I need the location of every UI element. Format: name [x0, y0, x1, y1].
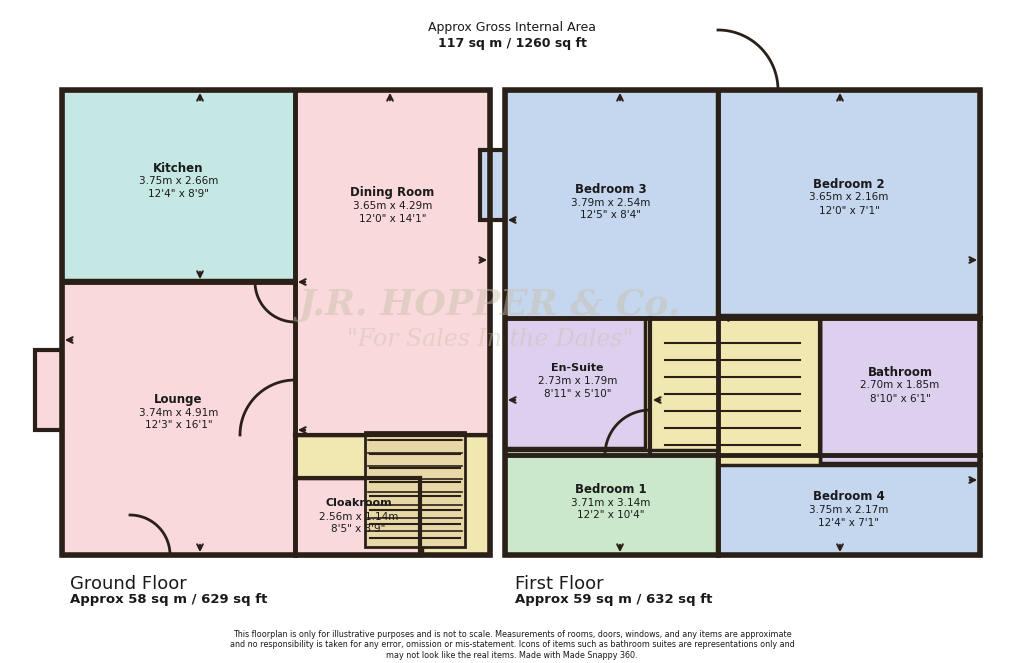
- Text: 12'0" x 7'1": 12'0" x 7'1": [818, 206, 880, 215]
- Text: 3.75m x 2.66m: 3.75m x 2.66m: [139, 176, 218, 186]
- Text: Approx 58 sq m / 629 sq ft: Approx 58 sq m / 629 sq ft: [70, 593, 267, 606]
- Text: Approx Gross Internal Area: Approx Gross Internal Area: [428, 21, 596, 34]
- Bar: [295, 435, 490, 555]
- Text: 2.70m x 1.85m: 2.70m x 1.85m: [860, 381, 940, 391]
- Text: Cloakroom: Cloakroom: [326, 499, 392, 509]
- Text: Bedroom 4: Bedroom 4: [813, 491, 885, 503]
- Text: "For Sales In the Dales": "For Sales In the Dales": [347, 328, 633, 351]
- Bar: [820, 318, 980, 463]
- Polygon shape: [480, 150, 505, 220]
- Text: Bedroom 2: Bedroom 2: [813, 178, 885, 191]
- Bar: [645, 318, 820, 466]
- Text: J.R. HOPPER & Co.: J.R. HOPPER & Co.: [299, 288, 681, 322]
- Text: First Floor: First Floor: [515, 575, 603, 593]
- Text: 3.65m x 4.29m: 3.65m x 4.29m: [353, 201, 432, 211]
- Text: Bathroom: Bathroom: [867, 366, 933, 379]
- Polygon shape: [62, 90, 490, 555]
- Bar: [505, 90, 717, 325]
- Text: Kitchen: Kitchen: [154, 162, 204, 174]
- Bar: [365, 432, 465, 547]
- Text: 117 sq m / 1260 sq ft: 117 sq m / 1260 sq ft: [437, 38, 587, 50]
- Bar: [505, 318, 650, 448]
- Text: 12'4" x 7'1": 12'4" x 7'1": [818, 518, 880, 528]
- Text: 12'4" x 8'9": 12'4" x 8'9": [148, 189, 209, 199]
- Bar: [62, 280, 295, 555]
- Text: 2.73m x 1.79m: 2.73m x 1.79m: [538, 376, 617, 386]
- Bar: [718, 90, 980, 315]
- Text: 3.71m x 3.14m: 3.71m x 3.14m: [571, 497, 650, 507]
- Text: 12'2" x 10'4": 12'2" x 10'4": [578, 511, 645, 520]
- Text: Bedroom 1: Bedroom 1: [575, 483, 647, 496]
- Text: 3.74m x 4.91m: 3.74m x 4.91m: [139, 408, 218, 418]
- Text: Dining Room: Dining Room: [350, 186, 434, 200]
- Bar: [295, 478, 422, 555]
- Text: Bedroom 3: Bedroom 3: [575, 183, 647, 196]
- Text: 3.65m x 2.16m: 3.65m x 2.16m: [809, 192, 889, 202]
- Bar: [62, 90, 295, 282]
- Text: 12'5" x 8'4": 12'5" x 8'4": [581, 210, 641, 221]
- Text: Approx 59 sq m / 632 sq ft: Approx 59 sq m / 632 sq ft: [515, 593, 713, 606]
- Text: 12'0" x 14'1": 12'0" x 14'1": [358, 213, 426, 223]
- Text: Lounge: Lounge: [155, 393, 203, 406]
- Text: This floorplan is only for illustrative purposes and is not to scale. Measuremen: This floorplan is only for illustrative …: [229, 630, 795, 660]
- Text: Ground Floor: Ground Floor: [70, 575, 186, 593]
- Text: 3.75m x 2.17m: 3.75m x 2.17m: [809, 505, 889, 515]
- Text: 3.79m x 2.54m: 3.79m x 2.54m: [571, 198, 650, 208]
- Text: 12'3" x 16'1": 12'3" x 16'1": [144, 420, 212, 430]
- Text: 8'5" x 3'9": 8'5" x 3'9": [332, 524, 386, 534]
- Polygon shape: [35, 350, 62, 430]
- Text: En-Suite: En-Suite: [551, 363, 604, 373]
- Text: 2.56m x 1.14m: 2.56m x 1.14m: [318, 511, 398, 522]
- Bar: [718, 465, 980, 555]
- Text: 8'11" x 5'10": 8'11" x 5'10": [544, 389, 611, 399]
- Bar: [295, 90, 490, 435]
- Text: 8'10" x 6'1": 8'10" x 6'1": [869, 394, 931, 404]
- Bar: [505, 450, 717, 555]
